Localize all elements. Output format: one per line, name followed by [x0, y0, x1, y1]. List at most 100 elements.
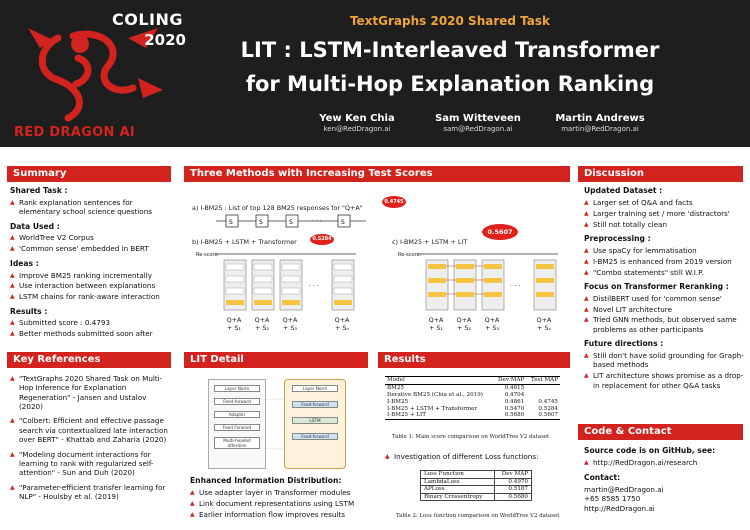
coling-logo-word: COLING — [112, 10, 184, 29]
lit-right-block — [284, 379, 346, 469]
summary-heading: Ideas : — [10, 258, 39, 268]
method-b-stack: · · · — [216, 253, 356, 311]
discussion-heading: Updated Dataset : — [584, 186, 663, 195]
list-item: ▲ 'Common sense' embedded in BERT — [10, 244, 149, 254]
svg-text:S: S — [341, 219, 345, 226]
list-item: ▲ Earlier information flow improves resul… — [190, 509, 345, 519]
table-row: LambdaLoss 0.4970 — [420, 477, 533, 487]
contact-site[interactable]: http://RedDragon.ai — [584, 503, 655, 513]
list-item: ▲ DistilBERT used for 'common sense' — [584, 293, 722, 303]
list-item: ▲ Link document representations using LST… — [190, 498, 355, 508]
svg-text:S: S — [259, 219, 263, 226]
bullet-triangle-icon: ▲ — [10, 293, 15, 301]
contact-email[interactable]: martin@RedDragon.ai — [584, 485, 664, 495]
summary-title: Summary — [7, 166, 171, 182]
bullet-triangle-icon: ▲ — [190, 499, 195, 507]
coling-logo: COLING 2020 — [112, 10, 186, 54]
bullet-triangle-icon: ▲ — [584, 305, 589, 313]
method-c-rescore-label: Re-score: — [398, 252, 422, 258]
discussion-title: Discussion — [578, 166, 743, 182]
contact-heading: Contact: — [584, 473, 621, 483]
bullet-triangle-icon: ▲ — [584, 352, 589, 360]
lit-detail-body: Enhanced Information Distribution: ▲ Use … — [190, 476, 370, 520]
method-a-label: a) I-BM25 : List of top 128 BM25 respons… — [192, 204, 363, 212]
results-table-main: Model Dev MAP Test MAP BM25 0.4615 Iterat… — [385, 376, 560, 420]
table-header-cell: Dev MAP — [493, 470, 533, 479]
method-b-label: b) I-BM25 + LSTM + Transformer — [192, 238, 297, 246]
bullet-triangle-icon: ▲ — [10, 282, 15, 290]
bullet-triangle-icon: ▲ — [10, 483, 15, 491]
bullet-triangle-icon: ▲ — [10, 245, 15, 253]
bullet-triangle-icon: ▲ — [10, 375, 15, 382]
table-row: I-BM25 0.4861 0.4745 — [387, 398, 558, 405]
reference-item: ▲ "Modeling document interactions for lea… — [10, 449, 154, 478]
bullet-triangle-icon: ▲ — [10, 417, 15, 425]
reference-item: ▲ "Colbert: Efficient and effective passa… — [10, 416, 168, 445]
table-header-cell: Dev MAP — [498, 377, 525, 384]
lit-left-layers: Layer Norm Feed-forward Adapter Feed For… — [214, 385, 260, 449]
qa-label: Q+A + S₁ — [226, 316, 242, 332]
org-name: RED DRAGON AI — [14, 125, 135, 140]
table1-caption: Table 1: Main score comparison on WorldT… — [392, 434, 550, 440]
list-item: ▲ Use interaction between explanations — [10, 281, 156, 291]
author-email: ken@RedDragon.ai — [323, 125, 391, 133]
author-name: Yew Ken Chia — [319, 113, 395, 124]
bullet-triangle-icon: ▲ — [10, 319, 15, 327]
list-item: ▲ Improve BM25 ranking incrementally — [10, 270, 153, 280]
svg-text:S: S — [289, 219, 293, 226]
qa-label: Q+A + S₃ — [282, 316, 298, 332]
author-email: sam@RedDragon.ai — [443, 125, 513, 133]
reference-item: ▲ "TextGraphs 2020 Shared Task on Multi-H… — [10, 374, 163, 412]
qa-label: Q+A + S₂ — [456, 316, 472, 332]
table2-caption: Table 2: Loss function comparison on Wor… — [396, 513, 560, 519]
bullet-triangle-icon: ▲ — [584, 257, 589, 265]
method-b-score: 0.5284 — [310, 234, 334, 245]
method-b-rescore-label: Re-score: — [196, 252, 220, 258]
author-name: Martin Andrews — [555, 113, 645, 124]
svg-text:S: S — [229, 219, 233, 226]
table-header-row: Model Dev MAP Test MAP — [385, 376, 560, 385]
bullet-triangle-icon: ▲ — [385, 453, 390, 460]
svg-text:· · ·: · · · — [511, 283, 521, 290]
poster-title-line2: for Multi-Hop Explanation Ranking — [245, 72, 655, 96]
qa-label: Q+A + S₁ — [428, 316, 444, 332]
bullet-triangle-icon: ▲ — [584, 458, 589, 466]
references-body: ▲ "TextGraphs 2020 Shared Task on Multi-H… — [10, 374, 168, 503]
list-item: ▲ Rank explanation sentences for elementa… — [10, 197, 152, 217]
bullet-triangle-icon: ▲ — [584, 246, 589, 254]
results-table-loss: Loss Function Dev MAP LambdaLoss 0.4970 A… — [420, 470, 533, 502]
coling-logo-year: 2020 — [144, 31, 186, 49]
table-header-row: Loss Function Dev MAP — [420, 470, 533, 479]
list-item: ▲ Larger training set / more 'distractors… — [584, 208, 730, 218]
qa-label: Q+A + Sₙ — [536, 316, 552, 332]
list-item: ▲ Still don't have solid grounding for Gr… — [584, 351, 744, 370]
author-email: martin@RedDragon.ai — [561, 125, 639, 133]
list-item: ▲ http://RedDragon.ai/research — [584, 458, 744, 467]
event-name: TextGraphs 2020 Shared Task — [349, 14, 551, 28]
discussion-body: Updated Dataset : ▲ Larger set of Q&A and… — [584, 186, 744, 391]
lit-detail-heading: Enhanced Information Distribution: — [190, 476, 342, 485]
bullet-triangle-icon: ▲ — [584, 294, 589, 302]
svg-text:· · ·: · · · — [312, 218, 322, 225]
poster-header: COLING 2020 RED DRAGON AI TextGraphs 202… — [0, 0, 750, 147]
contact-phone: +65 8585 1750 — [584, 494, 641, 504]
list-item: ▲ Submitted score : 0.4793 — [10, 318, 111, 328]
table-row: I-BM25 + LIT 0.5680 0.5607 — [385, 412, 560, 420]
list-item: ▲ LSTM chains for rank-aware interaction — [10, 292, 160, 302]
summary-heading: Data Used : — [10, 221, 60, 231]
lit-architecture-figure: Layer Norm Feed-forward Adapter Feed For… — [200, 379, 360, 471]
references-title: Key References — [7, 352, 171, 368]
bullet-triangle-icon: ▲ — [584, 220, 589, 228]
summary-body: Shared Task : ▲ Rank explanation sentence… — [10, 186, 172, 340]
bullet-triangle-icon: ▲ — [584, 316, 589, 324]
list-item: ▲ Use spaCy for lemmatisation — [584, 245, 697, 255]
bullet-triangle-icon: ▲ — [584, 198, 589, 206]
author-2: Sam Witteveen sam@RedDragon.ai — [418, 113, 538, 133]
method-a-chain: S S S S · · · — [216, 214, 366, 228]
method-c-stack: · · · — [418, 253, 558, 311]
svg-text:· · ·: · · · — [309, 283, 319, 290]
table-header-cell: Model — [387, 377, 405, 384]
results-title: Results — [378, 352, 570, 368]
code-link[interactable]: http://RedDragon.ai/research — [593, 457, 698, 467]
method-c-label: c) I-BM25 + LSTM + LIT — [392, 238, 468, 246]
